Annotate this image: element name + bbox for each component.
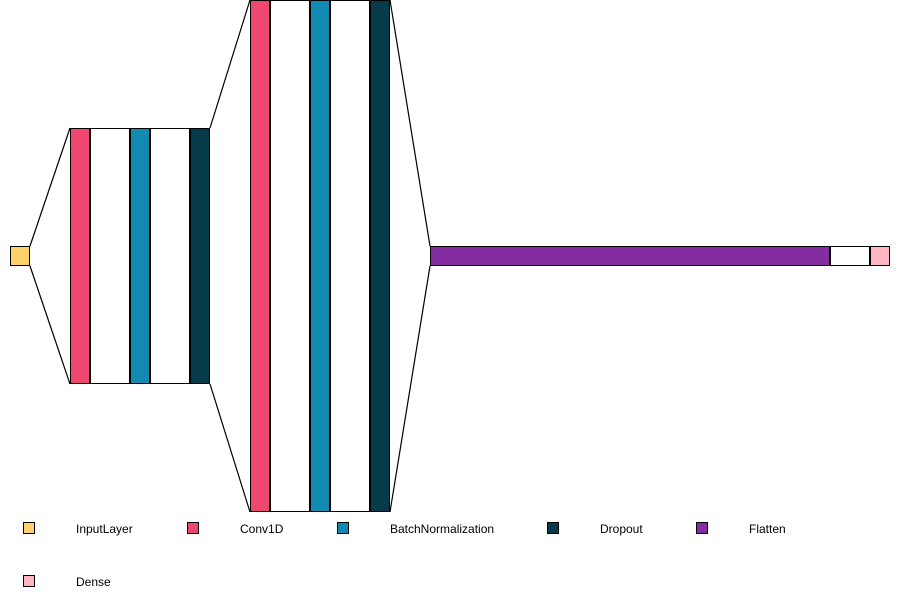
legend-label-dropout: Dropout [600, 522, 643, 536]
layer-batchnormalization-3 [130, 128, 150, 384]
legend-swatch-flatten [696, 522, 708, 534]
legend-label-batchnormalization: BatchNormalization [390, 522, 495, 536]
layer-spacer-9 [330, 0, 370, 512]
layer-spacer-12 [830, 246, 870, 266]
layer-batchnormalization-8 [310, 0, 330, 512]
connector-line-5 [389, 265, 431, 513]
legend-label-conv1d: Conv1D [240, 522, 284, 536]
connector-line-1 [29, 265, 71, 385]
layer-conv1d-6 [250, 0, 270, 512]
connector-line-4 [389, 0, 431, 247]
layer-dense-13 [870, 246, 890, 266]
layer-spacer-2 [90, 128, 130, 384]
connector-line-3 [209, 383, 251, 513]
layer-conv1d-1 [70, 128, 90, 384]
legend-label-inputlayer: InputLayer [76, 522, 133, 536]
legend-swatch-inputlayer [23, 522, 35, 534]
layer-spacer-4 [150, 128, 190, 384]
layer-inputlayer-0 [10, 246, 30, 266]
layer-flatten-11 [430, 246, 830, 266]
legend-swatch-dense [23, 575, 35, 587]
layer-spacer-7 [270, 0, 310, 512]
layer-dropout-10 [370, 0, 390, 512]
legend-label-dense: Dense [76, 575, 111, 589]
legend-swatch-conv1d [187, 522, 199, 534]
connector-line-2 [209, 0, 251, 129]
model-layers [10, 0, 890, 512]
layer-connectors [29, 0, 431, 513]
connector-line-0 [29, 127, 71, 247]
layer-dropout-5 [190, 128, 210, 384]
legend-swatch-batchnormalization [337, 522, 349, 534]
legend-label-flatten: Flatten [749, 522, 786, 536]
legend-swatch-dropout [547, 522, 559, 534]
